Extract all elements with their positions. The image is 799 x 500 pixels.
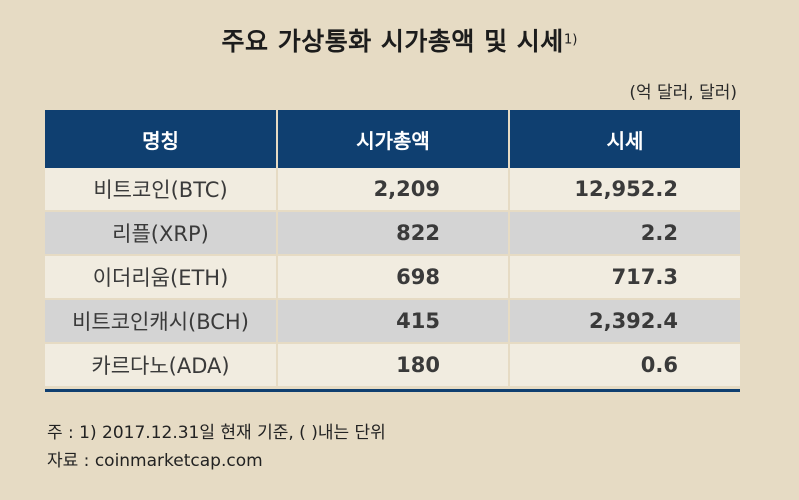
cell-name: 비트코인캐시(BCH) <box>45 299 278 344</box>
cell-name: 이더리움(ETH) <box>45 255 278 300</box>
table-row: 리플(XRP) 822 2.2 <box>45 211 740 256</box>
column-header-name: 명칭 <box>45 110 278 168</box>
column-header-market-cap: 시가총액 <box>277 110 510 168</box>
table-row: 비트코인(BTC) 2,209 12,952.2 <box>45 168 740 212</box>
cell-price: 12,952.2 <box>509 168 740 212</box>
cell-market-cap: 180 <box>277 343 510 388</box>
cell-market-cap: 822 <box>277 211 510 256</box>
table-bottom-rule <box>45 389 740 392</box>
cell-name: 비트코인(BTC) <box>45 168 278 212</box>
cell-market-cap: 2,209 <box>277 168 510 212</box>
header-row: 명칭 시가총액 시세 <box>45 110 740 168</box>
cell-name: 리플(XRP) <box>45 211 278 256</box>
cell-price: 2.2 <box>509 211 740 256</box>
table-row: 이더리움(ETH) 698 717.3 <box>45 255 740 300</box>
cell-market-cap: 415 <box>277 299 510 344</box>
title-footnote-mark: 1) <box>563 32 578 48</box>
cell-price: 717.3 <box>509 255 740 300</box>
cell-price: 0.6 <box>509 343 740 388</box>
table-title: 주요 가상통화 시가총액 및 시세 <box>221 27 564 56</box>
footnote-source: 자료 : coinmarketcap.com <box>47 451 263 471</box>
cell-market-cap: 698 <box>277 255 510 300</box>
footnote-basis: 주 : 1) 2017.12.31일 현재 기준, ( )내는 단위 <box>47 423 386 443</box>
cell-price: 2,392.4 <box>509 299 740 344</box>
cell-name: 카르다노(ADA) <box>45 343 278 388</box>
unit-label: (억 달러, 달러) <box>629 83 737 103</box>
crypto-table: 명칭 시가총액 시세 비트코인(BTC) 2,209 12,952.2 리플(X… <box>45 110 740 388</box>
table-row: 비트코인캐시(BCH) 415 2,392.4 <box>45 299 740 344</box>
table-container: 명칭 시가총액 시세 비트코인(BTC) 2,209 12,952.2 리플(X… <box>45 110 740 392</box>
table-row: 카르다노(ADA) 180 0.6 <box>45 343 740 388</box>
title-block: 주요 가상통화 시가총액 및 시세1) <box>0 22 799 58</box>
column-header-price: 시세 <box>509 110 740 168</box>
